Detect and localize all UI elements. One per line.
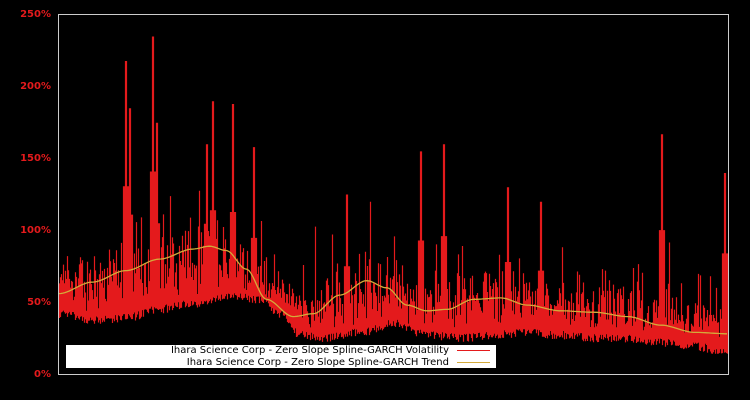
volatility-line <box>58 36 729 354</box>
y-tick-label: 50% <box>27 297 51 308</box>
legend-item-volatility: Ihara Science Corp - Zero Slope Spline-G… <box>171 345 490 356</box>
legend-item-trend: Ihara Science Corp - Zero Slope Spline-G… <box>187 357 490 368</box>
y-tick-label: 100% <box>20 225 51 236</box>
volatility-series <box>58 36 729 354</box>
trend-series <box>58 245 727 335</box>
legend-line-swatch-icon <box>457 350 490 351</box>
y-tick-label: 0% <box>34 369 51 380</box>
chart-legend: Ihara Science Corp - Zero Slope Spline-G… <box>66 345 496 368</box>
y-tick-label: 200% <box>20 81 51 92</box>
legend-label: Ihara Science Corp - Zero Slope Spline-G… <box>186 357 449 368</box>
y-tick-label: 250% <box>20 9 51 20</box>
legend-line-swatch-icon <box>457 362 490 363</box>
legend-label: Ihara Science Corp - Zero Slope Spline-G… <box>170 345 449 356</box>
plot-area-border <box>58 14 729 375</box>
y-tick-label: 150% <box>20 153 51 164</box>
